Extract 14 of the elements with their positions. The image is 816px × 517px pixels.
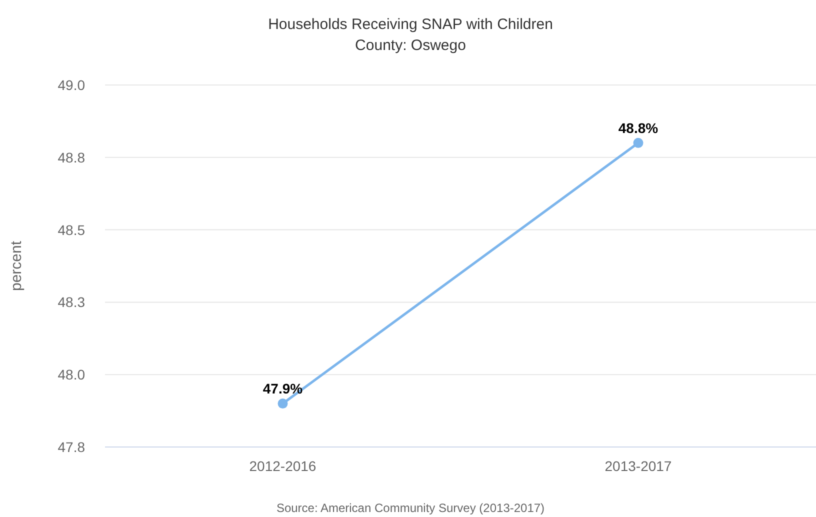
y-tick-label: 47.8 bbox=[58, 439, 86, 455]
y-tick-label: 48.3 bbox=[58, 294, 86, 310]
data-label: 47.9% bbox=[262, 380, 304, 397]
y-axis-title: percent bbox=[8, 240, 25, 292]
y-tick-label: 48.8 bbox=[58, 149, 86, 166]
y-tick-label: 48.5 bbox=[58, 222, 86, 238]
y-tick-label: 48.0 bbox=[58, 366, 86, 383]
chart-title: Households Receiving SNAP with Children bbox=[268, 16, 553, 33]
data-label: 48.8% bbox=[618, 120, 659, 136]
x-tick-label: 2012-2016 bbox=[249, 458, 316, 474]
chart-subtitle: County: Oswego bbox=[355, 37, 466, 54]
y-tick-label: 49.0 bbox=[58, 77, 86, 93]
x-tick-label: 2013-2017 bbox=[604, 458, 672, 474]
source-note: Source: American Community Survey (2013-2017) bbox=[276, 501, 545, 515]
